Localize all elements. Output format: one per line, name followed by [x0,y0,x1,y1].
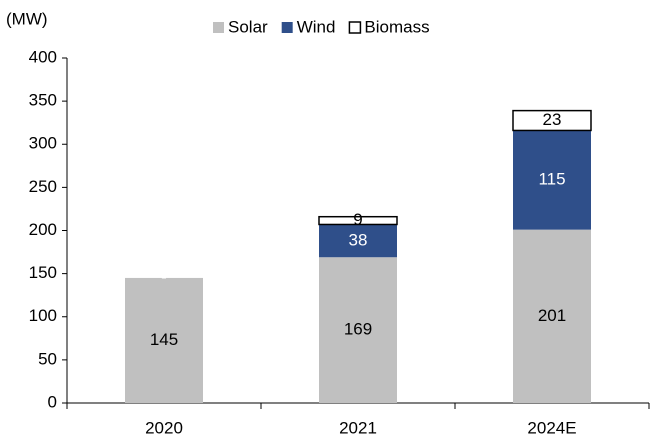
data-label: 38 [349,230,368,249]
data-label: 169 [344,320,372,339]
y-tick-label: 300 [29,134,57,153]
legend-label: Wind [297,17,336,36]
x-tick-label: 2024E [527,418,576,437]
x-tick-label: 2021 [339,418,377,437]
bar-segment [319,224,397,258]
y-tick-label: 250 [29,177,57,196]
data-label: 201 [538,306,566,325]
y-tick-label: 0 [48,392,57,411]
data-label: 9 [353,210,362,229]
y-tick-label: 150 [29,263,57,282]
y-tick-label: 200 [29,220,57,239]
bar-segment [512,109,592,132]
data-label: 115 [538,170,565,189]
legend-swatch [213,22,224,33]
y-tick-label: 100 [29,306,57,325]
y-axis-label: (MW) [6,9,48,28]
data-label: 145 [150,330,178,349]
y-tick-label: 350 [29,91,57,110]
bar-segment [318,215,398,226]
legend-swatch [348,21,362,34]
bar-segment [513,229,591,403]
y-tick-label: 50 [38,349,57,368]
data-label: 23 [543,110,562,129]
x-tick-label: 2020 [145,418,183,437]
data-label: - [161,267,167,286]
bar-segment [125,277,203,403]
bar-segment [513,130,591,230]
legend-label: Solar [228,17,268,36]
legend-swatch [281,22,293,33]
y-tick-label: 400 [29,47,57,66]
legend-label: Biomass [364,17,429,36]
bar-segment [319,257,397,403]
